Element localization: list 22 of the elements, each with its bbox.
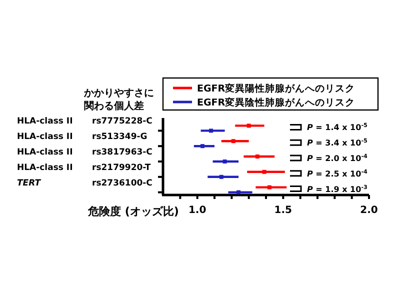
annotation: P = 3.4 x 10$^{-5}$: [307, 138, 368, 148]
y2-tick-label: TERT: [17, 178, 42, 188]
y2-tick-label: HLA-class II: [17, 148, 73, 158]
x-tick-label: 2.0: [360, 205, 378, 216]
x-tick-label: 1.5: [274, 205, 292, 216]
y-axis-title: かかりやすさに関わる個人差: [83, 88, 154, 112]
legend-label: EGFR変異陰性肺腺がんへのリスク: [197, 96, 356, 108]
y-tick-label: rs513349-G: [92, 132, 148, 142]
legend-label: EGFR変異陽性肺腺がんへのリスク: [197, 82, 356, 94]
y2-tick-label: HLA-class II: [17, 132, 73, 142]
y2-tick-label: HLA-class II: [17, 116, 73, 127]
annotation: P = 1.4 x 10$^{-5}$: [307, 122, 368, 132]
y-tick-label: rs2736100-C: [92, 178, 152, 188]
x-axis-title: 危険度 (オッズ比): [87, 205, 179, 218]
y2-tick-label: HLA-class II: [17, 162, 73, 173]
y-tick-label: rs2179920-T: [92, 162, 151, 173]
annotation: P = 2.5 x 10$^{-4}$: [307, 168, 368, 178]
annotation: P = 1.9 x 10$^{-3}$: [307, 184, 368, 194]
y-tick-label: rs3817963-C: [92, 148, 152, 158]
annotation: P = 2.0 x 10$^{-4}$: [307, 153, 368, 163]
y-tick-label: rs7775228-C: [92, 116, 152, 127]
x-tick-label: 1.0: [188, 205, 206, 216]
